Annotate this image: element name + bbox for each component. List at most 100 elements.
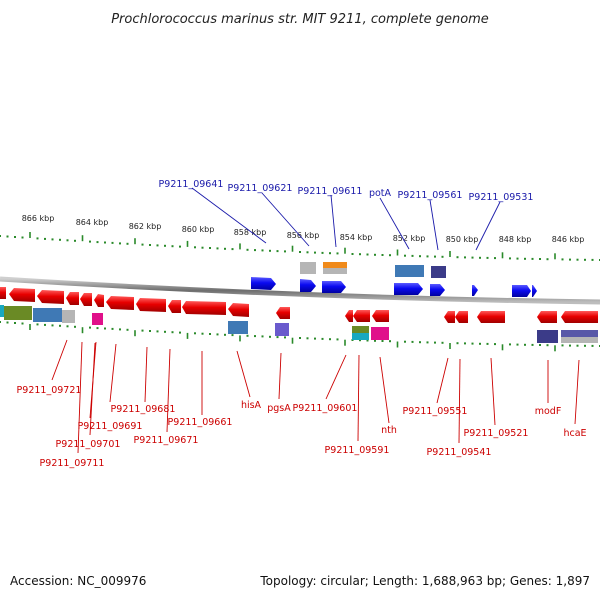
scale-tick [66,325,69,328]
gene-arrow-forward[interactable] [322,281,346,293]
gene-arrow-reverse[interactable] [0,287,6,299]
leader-line [166,348,171,433]
gene-label[interactable]: P9211_09551 [403,406,468,417]
gene-label[interactable]: P9211_09681 [111,404,176,415]
scale-tick [21,322,24,325]
scale-tick [36,323,39,326]
gene-arrow-reverse[interactable] [9,288,35,302]
gene-arrow-forward[interactable] [300,279,316,292]
scale-tick [531,343,534,346]
gene-arrow-reverse[interactable] [228,303,249,317]
scale-tick [134,238,136,245]
gene-arrow-reverse[interactable] [455,311,468,323]
feature-box[interactable] [561,330,598,337]
gene-label[interactable]: P9211_09541 [427,447,492,458]
feature-box[interactable] [92,313,103,325]
feature-box[interactable] [33,308,62,322]
scale-tick [44,323,46,326]
gene-arrow-reverse[interactable] [168,300,181,313]
gene-label[interactable]: P9211_09721 [17,385,82,396]
gene-label[interactable]: potA [369,188,392,199]
gene-label[interactable]: hisA [241,400,262,411]
feature-box[interactable] [0,305,4,317]
scale-tick [569,344,571,347]
scale-tick [0,321,1,323]
feature-box[interactable] [352,333,369,340]
feature-box[interactable] [352,326,369,333]
gene-label[interactable]: P9211_09711 [40,458,105,469]
gene-arrow-forward[interactable] [430,284,445,296]
gene-arrow-reverse[interactable] [37,290,64,304]
gene-arrow-reverse[interactable] [106,296,134,310]
gene-arrow-reverse[interactable] [345,310,353,322]
gene-label[interactable]: P9211_09591 [325,445,390,456]
leader-line [330,194,337,248]
gene-label[interactable]: hcaE [563,428,586,439]
gene-arrow-reverse[interactable] [66,292,79,305]
scale-tick [239,335,241,342]
gene-arrow-forward[interactable] [251,277,276,290]
gene-label[interactable]: nth [381,425,397,436]
gene-label[interactable]: P9211_09691 [78,421,143,432]
scale-tick [524,343,526,346]
scale-tick [456,256,459,259]
gene-arrow-reverse[interactable] [94,294,104,307]
gene-arrow-reverse[interactable] [477,311,505,323]
gene-label[interactable]: P9211_09671 [134,435,199,446]
gene-arrow-reverse[interactable] [136,298,166,312]
scale-tick [261,249,264,252]
feature-box[interactable] [561,337,598,343]
gene-arrow-forward[interactable] [512,285,531,297]
gene-arrow-reverse[interactable] [372,310,389,322]
scale-tick [179,245,181,248]
scale-tick [14,322,16,324]
gene-arrow-reverse[interactable] [80,293,92,306]
gene-label[interactable]: P9211_09701 [56,439,121,450]
scale-tick [119,242,121,245]
gene-arrow-reverse[interactable] [444,311,455,323]
scale-tick [389,340,391,343]
feature-box[interactable] [323,262,347,268]
gene-label[interactable]: P9211_09561 [398,190,463,201]
gene-label[interactable]: P9211_09661 [168,417,233,428]
scale-tick [569,258,571,261]
scale-tick [381,340,384,342]
feature-box[interactable] [395,265,424,277]
gene-label[interactable]: P9211_09601 [293,403,358,414]
gene-label[interactable]: P9211_09531 [469,192,534,203]
gene-label[interactable]: P9211_09621 [228,183,293,194]
gene-label[interactable]: P9211_09611 [298,186,363,197]
scale-tick [74,239,76,242]
upper-scale-ticks [0,232,600,261]
gene-arrow-reverse[interactable] [276,307,290,319]
scale-tick [104,327,106,330]
gene-label[interactable]: P9211_09641 [159,179,224,190]
leader-line [357,354,360,442]
gene-arrow-reverse[interactable] [537,311,557,323]
gene-arrow-forward[interactable] [532,285,537,297]
feature-box[interactable] [62,310,75,323]
gene-arrow-reverse[interactable] [182,301,226,315]
feature-box[interactable] [4,306,32,320]
scale-tick [306,337,309,340]
gene-arrow-reverse[interactable] [353,310,370,322]
gene-arrow-reverse[interactable] [561,311,598,323]
gene-label[interactable]: pgsA [267,403,291,414]
scale-tick [111,327,114,330]
scale-tick [486,256,489,259]
feature-box[interactable] [431,266,446,278]
scale-tick [156,330,159,333]
feature-box[interactable] [537,330,558,343]
gene-arrow-forward[interactable] [394,283,423,295]
feature-box[interactable] [323,268,347,274]
scale-tick [396,341,399,348]
feature-box[interactable] [228,321,248,334]
feature-box[interactable] [300,262,316,274]
feature-box[interactable] [371,327,389,340]
gene-label[interactable]: P9211_09521 [464,428,529,439]
scale-tick [539,258,541,260]
scale-tick [276,250,279,253]
feature-box[interactable] [275,323,289,336]
gene-label[interactable]: modF [535,406,562,417]
gene-arrow-forward[interactable] [472,285,478,296]
